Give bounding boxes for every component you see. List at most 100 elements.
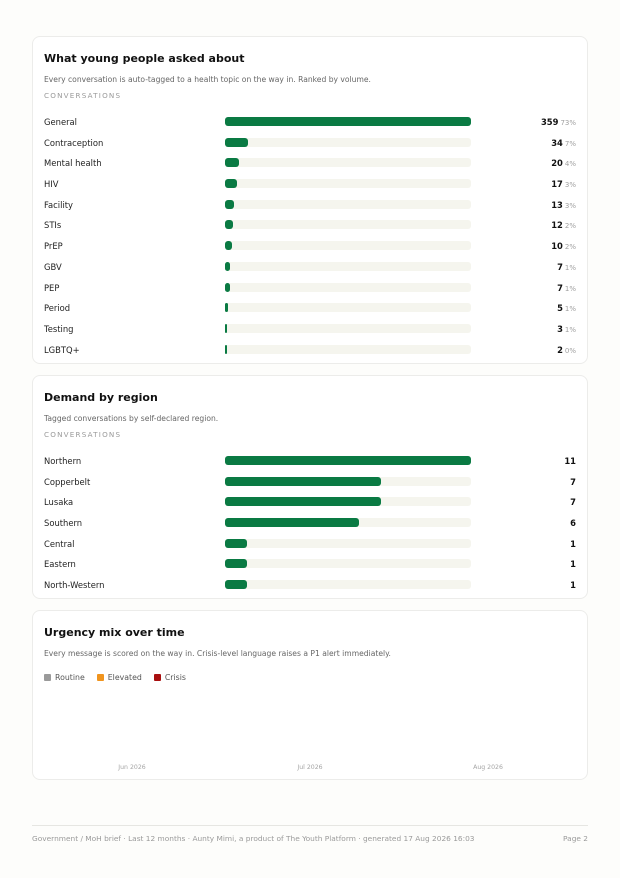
topics-row-count: 20 bbox=[551, 158, 563, 169]
topics-row-count: 7 bbox=[557, 282, 563, 293]
urgency-card: Urgency mix over time Every message is s… bbox=[32, 610, 588, 780]
topics-row-value: 359 73% bbox=[541, 117, 576, 129]
region-row-label: Lusaka bbox=[44, 497, 74, 508]
urgency-subtitle: Every message is scored on the way in. C… bbox=[44, 649, 391, 658]
topics-row-value: 2 0% bbox=[557, 345, 576, 357]
topics-row-percent: 2% bbox=[564, 222, 576, 231]
legend-item: Routine bbox=[44, 673, 85, 682]
topics-row: STIs 12 2% bbox=[44, 217, 576, 238]
region-bar-list: Northern 11 Copperbelt 7 Lusaka 7 Southern 6 Cen… bbox=[44, 453, 576, 598]
topics-row-label: LGBTQ+ bbox=[44, 344, 80, 355]
region-row: North-Western 1 bbox=[44, 577, 576, 598]
region-row-value: 7 bbox=[570, 497, 576, 508]
topics-bar-track bbox=[225, 158, 471, 168]
topics-row: GBV 7 1% bbox=[44, 259, 576, 280]
topics-row-value: 7 1% bbox=[557, 262, 576, 274]
topics-row-value: 3 1% bbox=[557, 324, 576, 336]
topics-bar-track bbox=[225, 199, 471, 209]
region-row-value: 1 bbox=[570, 559, 576, 570]
topics-row-value: 5 1% bbox=[557, 303, 576, 315]
topics-bar bbox=[225, 344, 227, 354]
topics-bar-track bbox=[225, 137, 471, 147]
region-row-count: 7 bbox=[570, 476, 576, 487]
topics-row-value: 10 2% bbox=[551, 241, 576, 253]
topics-row-count: 17 bbox=[551, 179, 563, 190]
region-row-value: 7 bbox=[570, 477, 576, 488]
topics-row: PEP 7 1% bbox=[44, 280, 576, 301]
region-bar-track bbox=[225, 580, 471, 590]
region-bar bbox=[225, 559, 247, 569]
topics-row: Period 5 1% bbox=[44, 300, 576, 321]
x-axis-tick-label: Aug 2026 bbox=[473, 764, 503, 771]
region-bar bbox=[225, 497, 381, 507]
topics-row-count: 359 bbox=[540, 117, 559, 127]
topics-bar bbox=[225, 303, 228, 313]
topics-row-count: 12 bbox=[551, 220, 563, 231]
topics-row-percent: 1% bbox=[564, 263, 576, 272]
topics-row: Contraception 34 7% bbox=[44, 135, 576, 156]
topics-row-value: 13 3% bbox=[551, 200, 576, 212]
topics-row-count: 34 bbox=[551, 137, 563, 148]
region-title: Demand by region bbox=[44, 391, 158, 404]
topics-bar-track bbox=[225, 179, 471, 189]
region-bar bbox=[225, 580, 247, 590]
region-row-label: Copperbelt bbox=[44, 476, 91, 487]
topics-row: Facility 13 3% bbox=[44, 197, 576, 218]
legend-label: Routine bbox=[55, 673, 85, 682]
legend-item: Elevated bbox=[96, 673, 142, 682]
legend-item: Crisis bbox=[153, 673, 186, 682]
topics-row-percent: 1% bbox=[564, 284, 576, 293]
topics-row-label: Mental health bbox=[44, 158, 102, 169]
topics-row-percent: 2% bbox=[564, 243, 576, 252]
region-row-label: Central bbox=[44, 538, 75, 549]
topics-row-percent: 3% bbox=[564, 201, 576, 210]
topics-row-label: Period bbox=[44, 303, 71, 314]
legend-swatch bbox=[153, 674, 161, 681]
region-row-value: 6 bbox=[570, 518, 576, 529]
topics-bar-track bbox=[225, 323, 471, 333]
topics-bar-track bbox=[225, 117, 471, 126]
topics-bar bbox=[225, 199, 234, 209]
topics-row-label: Testing bbox=[44, 323, 74, 334]
topics-caption: CONVERSATIONS bbox=[44, 91, 122, 100]
topics-row-label: PEP bbox=[44, 282, 60, 293]
region-caption: CONVERSATIONS bbox=[44, 430, 122, 439]
topics-row-percent: 3% bbox=[564, 181, 576, 190]
topics-row-label: Facility bbox=[44, 199, 74, 210]
topics-title: What young people asked about bbox=[44, 52, 245, 65]
topics-bar-track bbox=[225, 282, 471, 292]
legend-label: Elevated bbox=[107, 673, 142, 682]
region-row-count: 11 bbox=[564, 456, 576, 466]
legend-swatch bbox=[44, 674, 51, 681]
topics-row-value: 17 3% bbox=[551, 179, 576, 191]
region-row: Northern 11 bbox=[44, 453, 576, 474]
topics-row-count: 10 bbox=[551, 241, 563, 252]
topics-bar bbox=[225, 117, 471, 126]
region-row-label: Eastern bbox=[44, 559, 76, 570]
region-row-value: 11 bbox=[564, 456, 576, 467]
topics-bar bbox=[225, 220, 233, 230]
region-row-count: 6 bbox=[570, 518, 576, 529]
region-row-value: 1 bbox=[570, 580, 576, 591]
region-row-count: 1 bbox=[570, 559, 576, 570]
region-row: Lusaka 7 bbox=[44, 494, 576, 515]
region-row-value: 1 bbox=[570, 539, 576, 550]
x-axis-tick-label: Jul 2026 bbox=[297, 764, 323, 771]
topics-row-percent: 4% bbox=[564, 160, 576, 169]
topics-row-value: 12 2% bbox=[551, 220, 576, 232]
topics-row-value: 7 1% bbox=[557, 283, 576, 295]
topics-row-value: 34 7% bbox=[551, 138, 576, 150]
region-bar bbox=[225, 476, 381, 486]
region-row-label: Southern bbox=[44, 518, 83, 529]
topics-row-percent: 1% bbox=[564, 305, 576, 314]
region-bar-track bbox=[225, 497, 471, 507]
topics-bar bbox=[225, 282, 230, 292]
region-bar-track bbox=[225, 476, 471, 486]
topics-row-percent: 7% bbox=[564, 139, 576, 148]
topics-row-percent: 1% bbox=[564, 325, 576, 334]
urgency-x-axis: Jun 2026 Jul 2026 Aug 2026 bbox=[33, 764, 587, 774]
topics-row-count: 2 bbox=[557, 344, 563, 355]
topics-row-count: 3 bbox=[557, 323, 563, 334]
topics-bar bbox=[225, 261, 230, 271]
topics-bar-track bbox=[225, 220, 471, 230]
